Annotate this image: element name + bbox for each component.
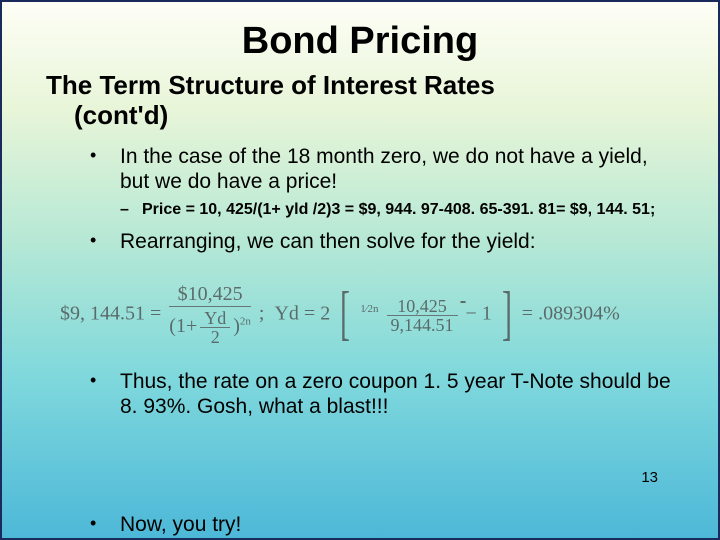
eq-lhs: $9, 144.51 <box>60 303 145 325</box>
page-title: Bond Pricing <box>46 20 674 63</box>
eq-two: 2 <box>200 327 230 346</box>
eq-yd-eq: Yd = 2 <box>274 303 330 325</box>
eq-minus1: − 1 <box>466 303 492 325</box>
page-number: 13 <box>641 469 658 486</box>
equation-overlay: $9, 144.51 = $10,425 (1+Yd2)2n ; Yd = 2 … <box>60 284 660 346</box>
eq-left-bracket: [ <box>340 291 350 335</box>
eq-inner-num: 10,425 <box>387 297 458 315</box>
bullet-1: In the case of the 18 month zero, we do … <box>90 145 674 195</box>
bullet-list: In the case of the 18 month zero, we do … <box>46 145 674 420</box>
eq-frac-left: $10,425 (1+Yd2)2n <box>169 284 251 346</box>
bullet-1-sub: Price = 10, 425/(1+ yld /2)3 = $9, 944. … <box>120 200 674 219</box>
eq-den1: (1+Yd2)2n <box>169 306 251 346</box>
eq-inner-frac: 10,425 9,144.51 <box>387 297 458 334</box>
eq-result: = .089304% <box>522 303 620 325</box>
subtitle: The Term Structure of Interest Rates (co… <box>46 71 674 131</box>
subtitle-line-2: (cont'd) <box>46 101 674 131</box>
eq-yd: Yd <box>200 309 230 327</box>
bullet-2: Rearranging, we can then solve for the y… <box>90 230 674 255</box>
eq-inner-den: 9,144.51 <box>387 315 458 334</box>
slide: Bond Pricing The Term Structure of Inter… <box>0 0 720 540</box>
subtitle-line-1: The Term Structure of Interest Rates <box>46 70 495 100</box>
eq-exp1: 2n <box>240 315 251 327</box>
bullet-3: Thus, the rate on a zero coupon 1. 5 yea… <box>90 370 674 420</box>
eq-right-bracket: ] <box>502 291 512 335</box>
eq-num1: $10,425 <box>169 284 251 306</box>
eq-root-exp: 1⁄2n <box>360 303 378 315</box>
bullet-4: Now, you try! <box>90 513 241 538</box>
